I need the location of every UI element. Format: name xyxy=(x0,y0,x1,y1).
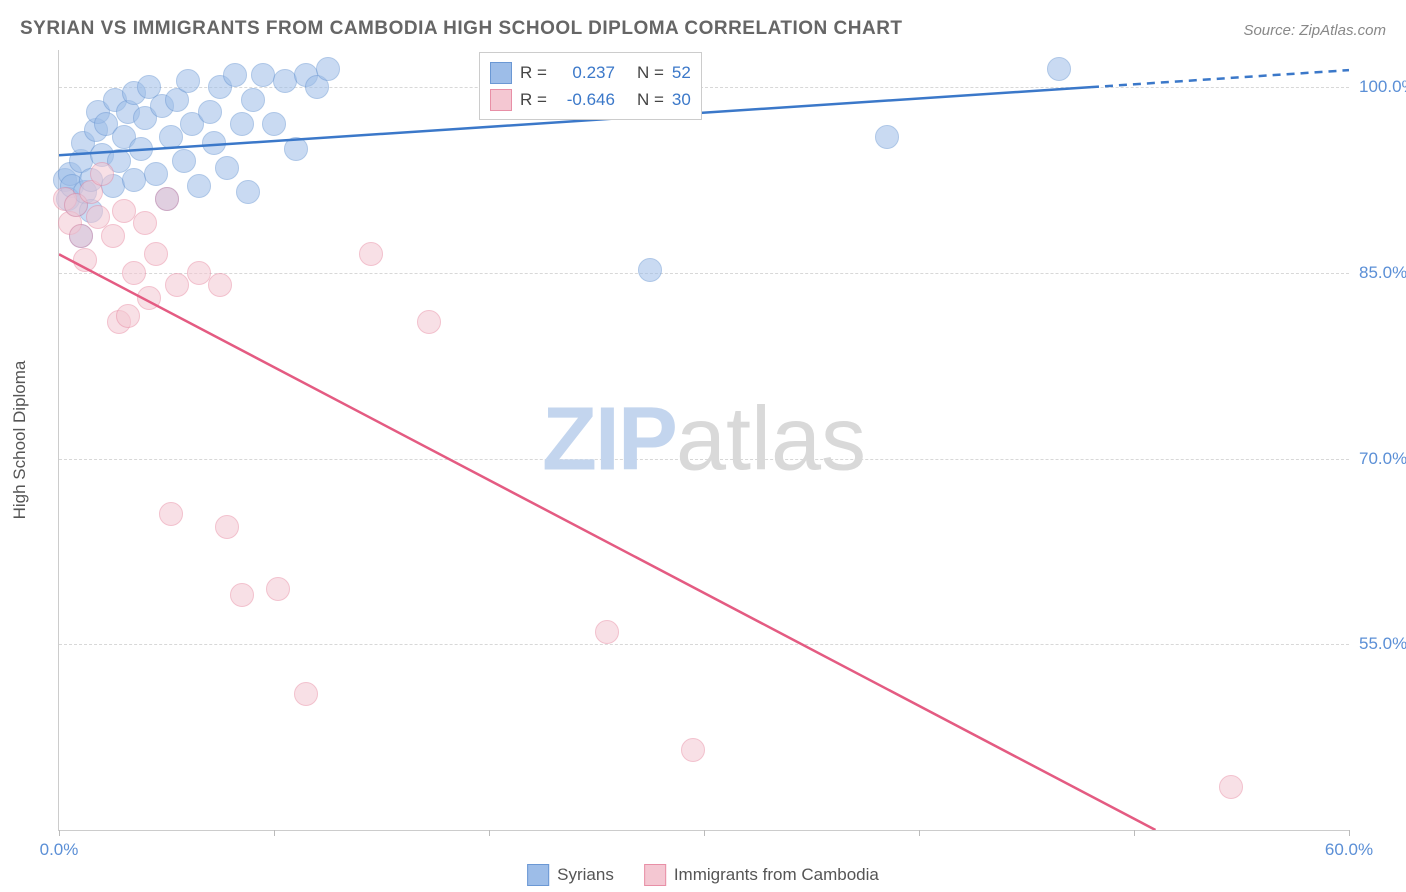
legend-n-label: N = xyxy=(637,86,664,113)
data-point xyxy=(316,57,340,81)
data-point xyxy=(155,187,179,211)
data-point xyxy=(165,273,189,297)
data-point xyxy=(73,248,97,272)
y-tick-label: 55.0% xyxy=(1359,634,1406,654)
data-point xyxy=(122,168,146,192)
data-point xyxy=(144,242,168,266)
x-tick-mark xyxy=(1349,830,1350,836)
y-tick-label: 70.0% xyxy=(1359,449,1406,469)
data-point xyxy=(241,88,265,112)
legend-swatch xyxy=(490,62,512,84)
data-point xyxy=(69,224,93,248)
trend-line-dashed xyxy=(1091,70,1349,87)
data-point xyxy=(251,63,275,87)
stats-legend: R = 0.237 N = 52 R = -0.646 N = 30 xyxy=(479,52,702,120)
x-tick-label: 0.0% xyxy=(40,840,79,860)
data-point xyxy=(133,211,157,235)
legend-series-item: Immigrants from Cambodia xyxy=(644,864,879,886)
legend-n-value: 52 xyxy=(672,59,691,86)
data-point xyxy=(681,738,705,762)
data-point xyxy=(215,515,239,539)
legend-n-value: 30 xyxy=(672,86,691,113)
trend-lines-layer xyxy=(59,50,1349,830)
data-point xyxy=(266,577,290,601)
data-point xyxy=(1047,57,1071,81)
legend-r-value: 0.237 xyxy=(555,59,615,86)
legend-series-item: Syrians xyxy=(527,864,614,886)
data-point xyxy=(187,174,211,198)
x-tick-mark xyxy=(59,830,60,836)
data-point xyxy=(129,137,153,161)
data-point xyxy=(112,199,136,223)
data-point xyxy=(359,242,383,266)
x-tick-label: 60.0% xyxy=(1325,840,1373,860)
data-point xyxy=(215,156,239,180)
data-point xyxy=(1219,775,1243,799)
legend-r-value: -0.646 xyxy=(555,86,615,113)
legend-r-label: R = xyxy=(520,86,547,113)
data-point xyxy=(223,63,247,87)
data-point xyxy=(595,620,619,644)
watermark: ZIPatlas xyxy=(542,389,866,492)
data-point xyxy=(284,137,308,161)
data-point xyxy=(187,261,211,285)
data-point xyxy=(144,162,168,186)
data-point xyxy=(159,502,183,526)
data-point xyxy=(122,261,146,285)
data-point xyxy=(137,286,161,310)
y-tick-label: 100.0% xyxy=(1359,77,1406,97)
legend-r-label: R = xyxy=(520,59,547,86)
gridline xyxy=(59,644,1349,645)
trend-line xyxy=(59,254,1156,830)
data-point xyxy=(230,583,254,607)
legend-series-label: Immigrants from Cambodia xyxy=(674,865,879,885)
data-point xyxy=(417,310,441,334)
data-point xyxy=(172,149,196,173)
legend-swatch xyxy=(644,864,666,886)
legend-stat-row: R = 0.237 N = 52 xyxy=(490,59,691,86)
data-point xyxy=(875,125,899,149)
data-point xyxy=(198,100,222,124)
gridline xyxy=(59,459,1349,460)
data-point xyxy=(202,131,226,155)
series-legend: Syrians Immigrants from Cambodia xyxy=(527,864,879,886)
data-point xyxy=(208,273,232,297)
legend-stat-row: R = -0.646 N = 30 xyxy=(490,86,691,113)
legend-swatch xyxy=(490,89,512,111)
y-tick-label: 85.0% xyxy=(1359,263,1406,283)
x-tick-mark xyxy=(274,830,275,836)
gridline xyxy=(59,273,1349,274)
x-tick-mark xyxy=(704,830,705,836)
source-label: Source: ZipAtlas.com xyxy=(1243,22,1386,39)
page-title: SYRIAN VS IMMIGRANTS FROM CAMBODIA HIGH … xyxy=(20,18,903,40)
data-point xyxy=(273,69,297,93)
data-point xyxy=(230,112,254,136)
data-point xyxy=(176,69,200,93)
data-point xyxy=(294,682,318,706)
y-axis-label: High School Diploma xyxy=(10,361,30,520)
watermark-part-b: atlas xyxy=(676,390,866,490)
data-point xyxy=(236,180,260,204)
data-point xyxy=(159,125,183,149)
watermark-part-a: ZIP xyxy=(542,390,676,490)
legend-series-label: Syrians xyxy=(557,865,614,885)
data-point xyxy=(116,304,140,328)
data-point xyxy=(101,224,125,248)
x-tick-mark xyxy=(919,830,920,836)
x-tick-mark xyxy=(1134,830,1135,836)
data-point xyxy=(262,112,286,136)
data-point xyxy=(90,162,114,186)
x-tick-mark xyxy=(489,830,490,836)
data-point xyxy=(638,258,662,282)
chart-plot-area: ZIPatlas R =0.237N =52R =-0.646N =30 55.… xyxy=(58,50,1349,831)
legend-n-label: N = xyxy=(637,59,664,86)
legend-swatch xyxy=(527,864,549,886)
